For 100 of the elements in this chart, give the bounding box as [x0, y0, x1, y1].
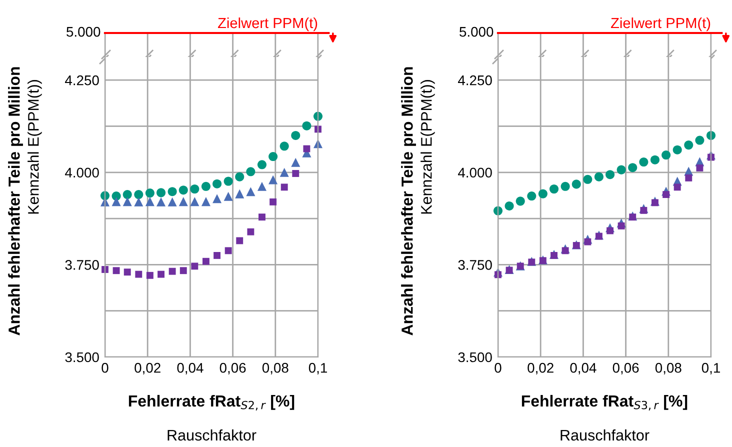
point [122, 197, 132, 206]
point [178, 186, 188, 195]
point [235, 189, 244, 198]
point [134, 197, 144, 206]
point [674, 184, 681, 191]
point [178, 197, 188, 206]
point [527, 192, 536, 201]
y-tick-label: 3.750 [458, 260, 492, 270]
point [504, 201, 514, 210]
y-tick-label: 3.750 [65, 260, 99, 270]
point [214, 252, 221, 259]
point [168, 268, 176, 275]
point [560, 182, 570, 191]
point [584, 238, 592, 246]
point [616, 165, 626, 174]
y-tick-label: 4.000 [458, 168, 492, 178]
point [180, 267, 187, 274]
x-tick-label: 0,08 [262, 362, 288, 374]
point [303, 145, 310, 152]
point [201, 197, 210, 206]
point [618, 222, 625, 230]
point [212, 194, 222, 204]
point [124, 268, 131, 276]
x-tick-label: 0,08 [655, 362, 682, 374]
point [639, 158, 648, 167]
y-axis-title: Anzahl fehlerhafter Teile pro Million Kennzahl E(PPM(t)) [401, 67, 435, 336]
x-tick-label: 0 [102, 362, 108, 373]
point [146, 272, 154, 279]
point [583, 174, 592, 184]
point [684, 140, 694, 150]
point [562, 247, 569, 254]
point [201, 182, 210, 191]
point [280, 184, 288, 191]
point [628, 163, 638, 172]
point [145, 197, 154, 206]
point [650, 155, 660, 164]
point [606, 170, 615, 180]
point [168, 187, 177, 196]
point [606, 227, 614, 234]
point [191, 262, 198, 270]
point [246, 187, 256, 196]
y-tick-label: 3.500 [458, 352, 492, 362]
x-tick-label: 0,06 [612, 362, 639, 374]
x-tick-label: 0,02 [528, 362, 554, 374]
point [246, 167, 256, 176]
text: 5.000 [460, 26, 494, 37]
x-tick-label: 0,06 [220, 362, 246, 374]
point [538, 189, 548, 198]
point [190, 184, 200, 194]
y-tick-label: 4.250 [458, 75, 492, 86]
point [145, 188, 154, 198]
point [516, 196, 525, 206]
point [629, 214, 636, 221]
text: 5.000 [66, 26, 100, 37]
point [190, 197, 200, 206]
point [112, 267, 120, 274]
point [280, 168, 289, 177]
point [122, 190, 132, 200]
point [302, 121, 312, 130]
point [235, 172, 244, 182]
point [202, 258, 210, 265]
point [640, 206, 648, 214]
x-tick-label: 0,02 [134, 362, 160, 374]
point [112, 197, 121, 206]
x-tick-label: 0,04 [177, 362, 204, 374]
point [280, 142, 289, 151]
x-tick-label: 0,1 [308, 362, 327, 374]
text: Zielwert PPM(t) [218, 17, 318, 32]
y-tick-label: 4.250 [65, 75, 99, 86]
point [258, 214, 266, 221]
x-tick-label: 0,04 [570, 362, 596, 374]
point [134, 190, 144, 200]
point [695, 136, 704, 145]
y-axis-title: Anzahl fehlerhafter Teile pro Million Kennzahl E(PPM(t)) [8, 67, 42, 336]
point [268, 152, 278, 162]
point [224, 192, 233, 201]
point [268, 175, 278, 184]
point [685, 174, 692, 182]
text: Fehlerrate fRat$_{S2,r}$ [%] Rauschfaktor [128, 394, 294, 441]
point [662, 150, 671, 160]
point [696, 164, 704, 172]
point [291, 158, 300, 167]
y-tick-label: 3.500 [65, 352, 99, 362]
point [224, 176, 233, 186]
point [662, 191, 670, 198]
text: Zielwert PPM(t) [611, 17, 710, 32]
point [594, 172, 604, 182]
point [652, 199, 658, 206]
point [270, 198, 277, 206]
point [550, 184, 559, 194]
point [572, 180, 581, 189]
point [168, 197, 177, 206]
point [257, 160, 266, 170]
point [224, 247, 232, 254]
point [292, 170, 300, 177]
point [247, 228, 254, 236]
point [156, 188, 166, 198]
x-tick-label: 0,1 [702, 362, 720, 374]
point [672, 145, 682, 154]
point [236, 237, 244, 244]
